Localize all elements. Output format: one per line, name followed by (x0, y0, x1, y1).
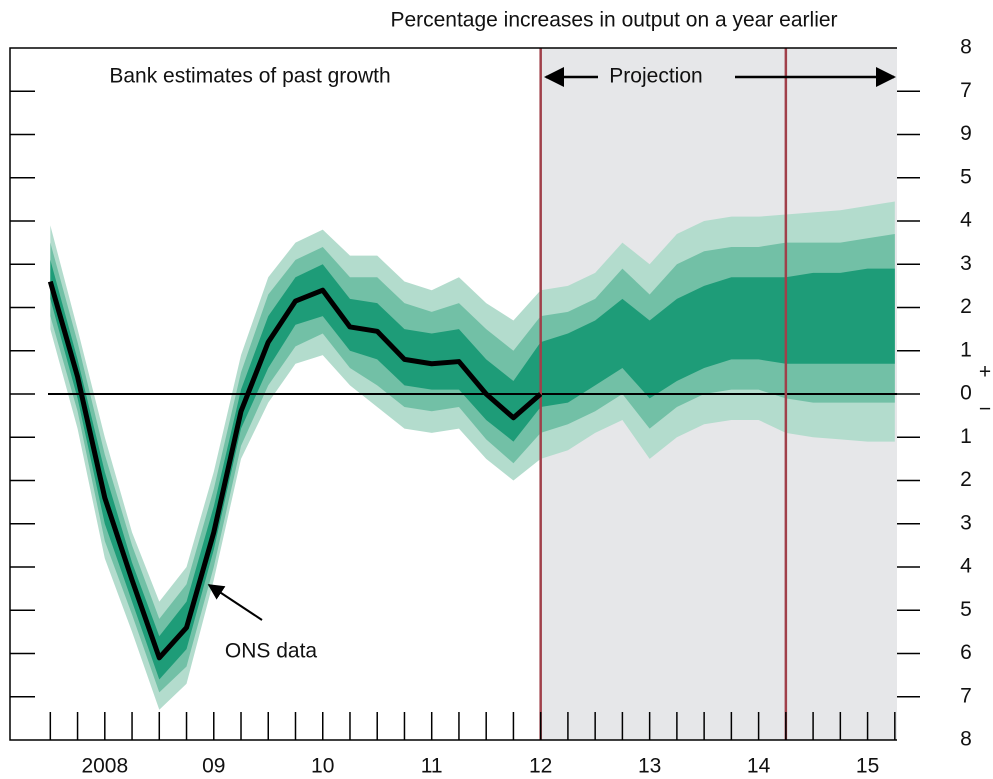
y-tick-label: 5 (960, 598, 972, 621)
x-tick-label: 10 (311, 755, 334, 778)
y-tick-label: 0 (960, 382, 972, 405)
y-tick-label: 4 (960, 555, 972, 578)
y-tick-label: 3 (960, 252, 972, 275)
x-tick-label: 2008 (81, 755, 128, 778)
x-tick-label: 15 (856, 755, 879, 778)
annotation: Projection (609, 65, 702, 88)
plus-sign: + (979, 361, 991, 384)
chart-title: Percentage increases in output on a year… (390, 9, 837, 32)
y-tick-label: 8 (960, 36, 972, 59)
y-tick-label: 5 (960, 165, 972, 188)
annotation: Bank estimates of past growth (109, 65, 390, 88)
projection-label-bg (600, 62, 720, 92)
minus-sign: − (979, 398, 991, 421)
y-tick-label: 3 (960, 511, 972, 534)
y-tick-label: 7 (960, 684, 972, 707)
y-tick-label: 9 (960, 122, 972, 145)
x-tick-label: 13 (638, 755, 661, 778)
ons-line (47, 280, 543, 661)
y-tick-label: 1 (960, 338, 972, 361)
y-tick-label: 4 (960, 209, 972, 232)
annotation-arrow (207, 584, 263, 621)
y-tick-label: 1 (960, 425, 972, 448)
y-tick-label: 6 (960, 641, 972, 664)
x-tick-label: 11 (421, 755, 443, 778)
x-tick-label: 12 (529, 755, 552, 778)
y-tick-label: 2 (960, 468, 972, 491)
y-tick-label: 2 (960, 295, 972, 318)
y-tick-label: 8 (960, 728, 972, 751)
x-tick-label: 14 (747, 755, 771, 778)
annotation: ONS data (225, 640, 318, 663)
y-tick-label: 7 (960, 79, 972, 102)
x-tick-label: 09 (202, 755, 225, 778)
